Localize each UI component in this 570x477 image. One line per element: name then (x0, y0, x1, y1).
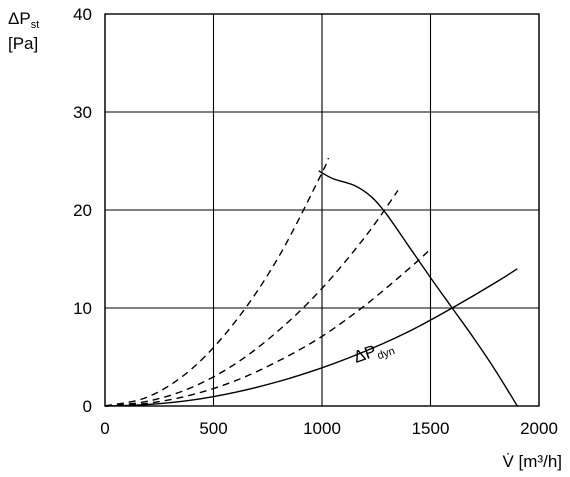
x-axis-label: V̇ [m³/h] (502, 452, 562, 471)
x-tick-label: 1000 (303, 419, 341, 438)
curves (104, 157, 518, 407)
solid-curve-1 (104, 268, 518, 407)
dashed-curve-3 (104, 189, 399, 407)
y-tick-label: 40 (73, 5, 92, 24)
x-tick-label: 1500 (412, 419, 450, 438)
tick-labels: 0 500 1000 1500 2000 0 10 20 30 40 (73, 5, 558, 438)
x-tick-label: 500 (199, 419, 227, 438)
solid-curve-0 (318, 170, 518, 407)
y-tick-label: 20 (73, 201, 92, 220)
grid (104, 13, 540, 407)
dashed-curve-2 (104, 157, 330, 407)
y-tick-label: 10 (73, 299, 92, 318)
plot-frame (104, 13, 540, 407)
x-tick-label: 2000 (520, 419, 558, 438)
x-tick-label: 0 (100, 419, 109, 438)
y-tick-label: 0 (83, 397, 92, 416)
y-tick-label: 30 (73, 103, 92, 122)
y-axis-unit: [Pa] (8, 34, 38, 53)
dashed-curve-4 (104, 250, 429, 407)
y-axis-label: ΔPst (8, 9, 39, 31)
